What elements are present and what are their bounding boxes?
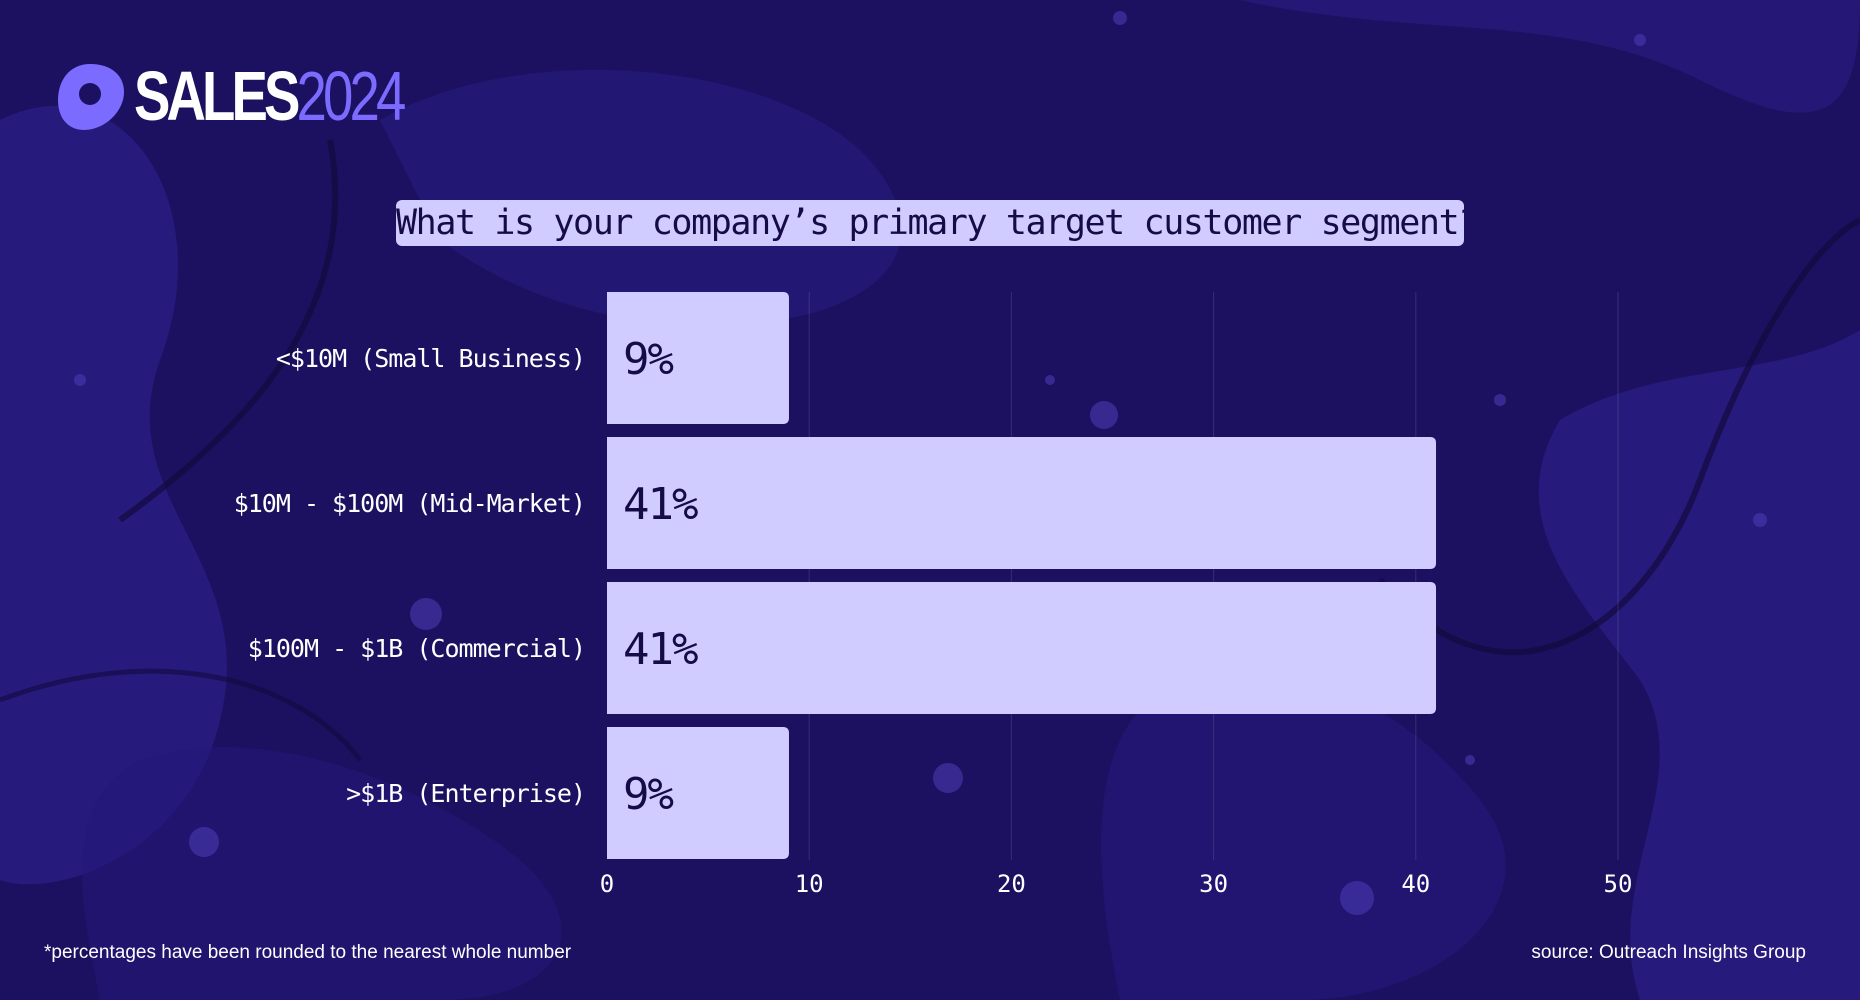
category-label: $100M - $1B (Commercial) — [248, 634, 585, 663]
x-tick-label: 10 — [795, 870, 824, 898]
category-label: $10M - $100M (Mid-Market) — [234, 489, 585, 518]
chart-gridlines — [808, 292, 1619, 860]
outreach-logo-icon — [58, 64, 124, 130]
value-label: 9% — [623, 334, 673, 385]
x-tick-label: 40 — [1401, 870, 1430, 898]
brand-year-text: 2024 — [296, 57, 407, 135]
x-tick-label: 0 — [600, 870, 614, 898]
category-label: >$1B (Enterprise) — [346, 779, 585, 808]
source-note: source: Outreach Insights Group — [1531, 942, 1806, 963]
chart-x-ticks: 0 10 20 30 40 50 — [600, 870, 1633, 898]
x-tick-label: 50 — [1604, 870, 1633, 898]
bar — [607, 582, 1437, 714]
value-label: 41% — [623, 624, 698, 675]
brand-sales-text: SALES — [134, 57, 300, 135]
bar — [607, 292, 789, 424]
chart-bars: <$10M (Small Business) 9% $10M - $100M (Mi… — [234, 292, 1437, 859]
value-label: 41% — [623, 479, 698, 530]
category-label: <$10M (Small Business) — [276, 344, 585, 373]
value-label: 9% — [623, 769, 673, 820]
bar — [607, 437, 1437, 569]
footnote: *percentages have been rounded to the ne… — [44, 942, 572, 963]
brand-wordmark: SALES2024 — [134, 61, 406, 131]
chart-title: What is your company’s primary target cu… — [396, 200, 1464, 246]
x-tick-label: 30 — [1199, 870, 1228, 898]
brand-logo: SALES2024 — [54, 60, 478, 132]
x-tick-label: 20 — [997, 870, 1026, 898]
bar — [607, 727, 789, 859]
